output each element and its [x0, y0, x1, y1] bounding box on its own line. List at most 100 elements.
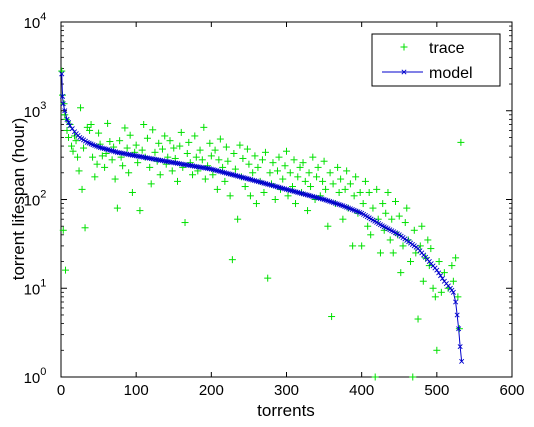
trace-point — [457, 138, 465, 146]
trace-point — [243, 145, 251, 153]
model-point — [182, 162, 188, 168]
trace-point — [106, 138, 114, 146]
trace-point — [296, 163, 304, 171]
model-point — [188, 163, 194, 169]
trace-point — [427, 245, 435, 253]
trace-point — [403, 204, 411, 212]
trace-point — [359, 200, 367, 208]
trace-point — [258, 156, 266, 164]
legend-trace-label: trace — [429, 40, 465, 57]
model-point — [439, 275, 445, 281]
model-point — [167, 159, 173, 165]
model-point — [165, 159, 171, 165]
trace-point — [294, 173, 302, 181]
model-point — [459, 358, 465, 364]
x-tick-label: 600 — [499, 382, 524, 399]
model-point — [161, 158, 167, 164]
trace-point — [89, 153, 97, 161]
trace-point — [213, 185, 221, 193]
x-axis-title: torrents — [257, 401, 315, 420]
trace-point — [126, 131, 134, 139]
model-point — [141, 154, 147, 160]
model-point — [169, 159, 175, 165]
trace-point — [424, 236, 432, 244]
trace-point — [246, 192, 254, 200]
trace-point — [391, 197, 399, 205]
model-point — [65, 119, 72, 126]
trace-point — [234, 215, 242, 223]
trace-point — [245, 160, 253, 168]
trace-point — [125, 169, 133, 177]
trace-point — [292, 200, 300, 208]
model-point — [193, 164, 199, 170]
trace-point — [448, 262, 456, 270]
trace-point — [196, 146, 204, 154]
model-point — [163, 158, 169, 164]
trace-point — [156, 171, 164, 179]
model-point — [457, 344, 463, 350]
model-point — [152, 156, 158, 162]
trace-point — [209, 171, 217, 179]
trace-point — [151, 148, 159, 156]
trace-point — [59, 226, 67, 234]
model-point — [59, 71, 65, 77]
trace-point — [350, 192, 358, 200]
trace-point — [455, 325, 463, 333]
trace-point — [369, 204, 377, 212]
model-point — [197, 164, 203, 170]
trace-point — [279, 175, 287, 183]
model-point — [454, 312, 460, 318]
x-tick-label: 300 — [274, 382, 299, 399]
trace-point — [168, 167, 176, 175]
trace-point — [134, 159, 142, 167]
y-axis-title: torrent lifespan (hour) — [9, 118, 28, 281]
trace-point — [166, 137, 174, 145]
trace-point — [215, 156, 223, 164]
trace-point — [185, 138, 193, 146]
trace-point — [397, 269, 405, 277]
trace-point — [289, 183, 297, 191]
x-tick-label: 200 — [199, 382, 224, 399]
trace-point — [309, 153, 317, 161]
trace-point — [322, 185, 330, 193]
model-point — [206, 166, 212, 172]
model-point — [450, 289, 456, 295]
trace-point — [207, 152, 215, 160]
trace-point — [252, 200, 260, 208]
legend-model-symbol — [401, 69, 407, 75]
model-point — [158, 157, 164, 163]
model-point — [203, 165, 209, 171]
trace-point — [409, 373, 417, 381]
trace-point — [429, 284, 437, 292]
model-point — [438, 273, 444, 279]
trace-point — [401, 219, 409, 227]
model-point — [139, 154, 145, 160]
trace-point — [121, 124, 129, 132]
trace-point — [290, 156, 298, 164]
trace-point — [440, 269, 448, 277]
model-point — [59, 93, 66, 99]
trace-point — [231, 165, 239, 173]
trace-point — [95, 129, 103, 137]
trace-point — [87, 120, 95, 128]
trace-point — [341, 185, 349, 193]
trace-point — [239, 154, 247, 162]
model-point — [122, 151, 128, 157]
model-point — [178, 161, 184, 167]
trace-point — [410, 226, 418, 234]
trace-point — [454, 293, 462, 301]
trace-point — [93, 160, 101, 168]
model-point — [159, 158, 165, 164]
model-point — [456, 326, 462, 332]
trace-point — [376, 249, 384, 257]
model-point — [436, 270, 442, 276]
trace-point — [181, 219, 189, 227]
trace-point — [284, 192, 292, 200]
trace-point — [326, 169, 334, 177]
trace-point — [65, 133, 73, 141]
trace-point — [305, 169, 313, 177]
model-point — [148, 156, 154, 162]
trace-point — [143, 134, 151, 142]
trace-point — [116, 137, 124, 145]
model-point — [137, 154, 143, 160]
